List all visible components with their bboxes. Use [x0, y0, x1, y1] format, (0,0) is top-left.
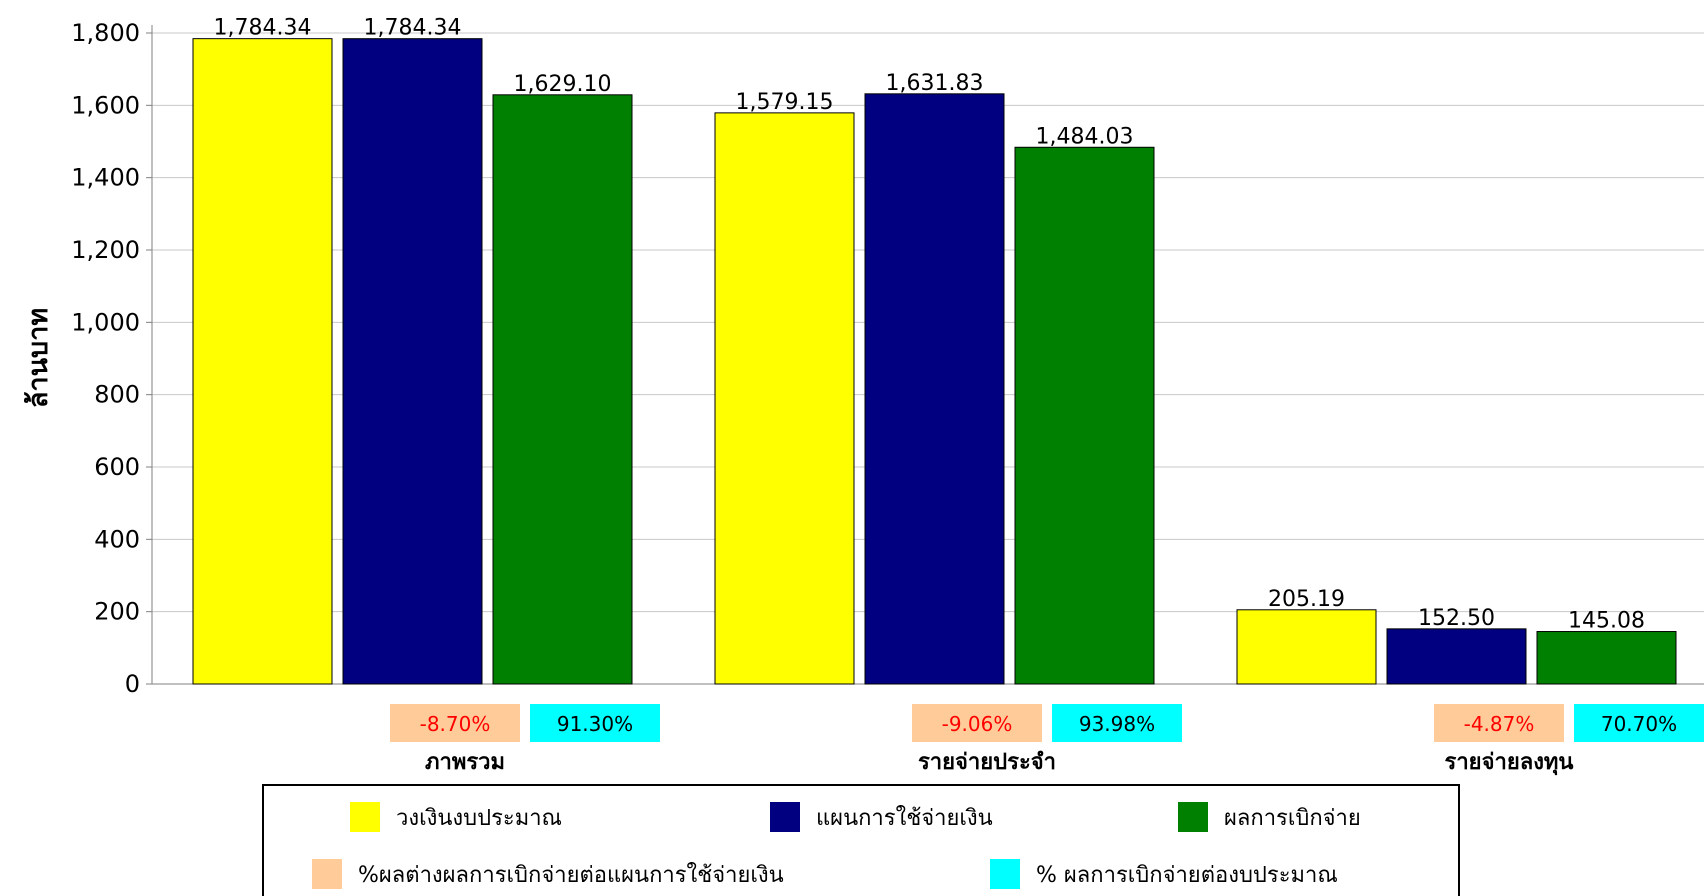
bar-value-label: 1,784.34: [364, 16, 462, 41]
y-tick-label: 800: [94, 381, 140, 409]
indicator-value: 70.70%: [1601, 712, 1677, 736]
bar: [864, 93, 1005, 685]
y-tick-label: 600: [94, 453, 140, 481]
legend-swatch-plan: [770, 802, 800, 832]
bar-value-label: 1,579.15: [736, 90, 834, 115]
bar: [342, 38, 483, 685]
legend-label-diff-percent: %ผลต่างผลการเบิกจ่ายต่อแผนการใช้จ่ายเงิน: [358, 862, 784, 888]
legend-item-disbursed: ผลการเบิกจ่าย: [1178, 800, 1361, 834]
bar-value-label: 205.19: [1268, 587, 1345, 612]
y-tick-label: 1,800: [71, 19, 140, 47]
bar-value-label: 152.50: [1418, 606, 1495, 631]
legend-item-plan: แผนการใช้จ่ายเงิน: [770, 800, 993, 834]
indicator-value: -4.87%: [1464, 712, 1535, 736]
legend-label-plan: แผนการใช้จ่ายเงิน: [816, 805, 993, 831]
y-tick-label: 0: [125, 670, 140, 698]
indicator-box: [1574, 704, 1704, 742]
chart-legend: วงเงินงบประมาณ แผนการใช้จ่ายเงิน ผลการเบ…: [262, 784, 1460, 896]
bar: [1536, 631, 1677, 685]
indicator-value: -9.06%: [942, 712, 1013, 736]
indicator-box: [390, 704, 520, 742]
category-label: รายจ่ายประจำ: [918, 750, 1056, 775]
y-tick-label: 1,600: [71, 91, 140, 119]
y-tick-label: 400: [94, 525, 140, 553]
bar-value-label: 1,629.10: [514, 72, 612, 97]
y-tick-label: 1,000: [71, 308, 140, 336]
indicator-value: -8.70%: [420, 712, 491, 736]
bar: [1386, 628, 1527, 685]
legend-swatch-budget-percent: [990, 859, 1020, 889]
indicator-box: [530, 704, 660, 742]
category-label: ภาพรวม: [425, 750, 505, 775]
y-tick-label: 200: [94, 598, 140, 626]
legend-item-budget-percent: % ผลการเบิกจ่ายต่องบประมาณ: [990, 857, 1338, 891]
legend-swatch-diff-percent: [312, 859, 342, 889]
indicator-value: 91.30%: [557, 712, 633, 736]
indicator-value: 93.98%: [1079, 712, 1155, 736]
legend-swatch-disbursed: [1178, 802, 1208, 832]
bar: [714, 112, 855, 685]
legend-item-diff-percent: %ผลต่างผลการเบิกจ่ายต่อแผนการใช้จ่ายเงิน: [312, 857, 784, 891]
legend-swatch-budget: [350, 802, 380, 832]
y-tick-label: 1,400: [71, 164, 140, 192]
bar: [1014, 146, 1155, 685]
indicator-box: [1434, 704, 1564, 742]
legend-label-budget: วงเงินงบประมาณ: [396, 805, 562, 831]
legend-item-budget: วงเงินงบประมาณ: [350, 800, 562, 834]
legend-label-budget-percent: % ผลการเบิกจ่ายต่องบประมาณ: [1036, 862, 1338, 888]
bar: [492, 94, 633, 685]
bar-value-label: 1,784.34: [214, 16, 312, 41]
bar-value-label: 1,631.83: [886, 71, 984, 96]
indicator-box: [912, 704, 1042, 742]
category-label: รายจ่ายลงทุน: [1445, 750, 1574, 776]
indicator-box: [1052, 704, 1182, 742]
y-axis-label: ล้านบาท: [23, 308, 54, 408]
bar: [1236, 609, 1377, 685]
legend-label-disbursed: ผลการเบิกจ่าย: [1224, 805, 1361, 831]
bar: [192, 38, 333, 685]
bar-value-label: 1,484.03: [1036, 124, 1134, 149]
y-tick-label: 1,200: [71, 236, 140, 264]
bar-value-label: 145.08: [1568, 609, 1645, 634]
